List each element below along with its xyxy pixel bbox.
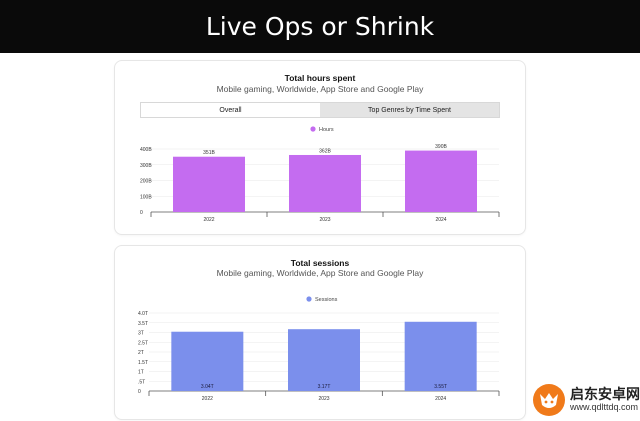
hours-x-tick-label: 2023 bbox=[319, 217, 330, 223]
sessions-chart-subtitle: Mobile gaming, Worldwide, App Store and … bbox=[216, 268, 424, 278]
sessions-x-tick-label: 2022 bbox=[202, 396, 213, 402]
sessions-x-tick-label: 2023 bbox=[318, 396, 329, 402]
hours-bar-chart: Hours 0 100B 200B 300B 400B 351B 2022 362B 2023 39… bbox=[140, 126, 500, 223]
hours-x-tick-label: 2022 bbox=[203, 217, 214, 223]
hours-data-label: 362B bbox=[319, 148, 331, 154]
sessions-y-tick: 3.5T bbox=[138, 321, 148, 327]
hours-chart-subtitle: Mobile gaming, Worldwide, App Store and … bbox=[216, 84, 424, 94]
watermark-text: 启东安卓网 bbox=[570, 386, 640, 403]
hours-chart-title: Total hours spent bbox=[284, 73, 356, 83]
tab-overall[interactable]: Overall bbox=[141, 103, 320, 117]
sessions-y-tick: 1.5T bbox=[138, 360, 148, 366]
hours-y-tick: 400B bbox=[140, 147, 152, 153]
slide-title: Live Ops or Shrink bbox=[205, 12, 435, 41]
sessions-y-tick: 4.0T bbox=[138, 311, 148, 317]
hours-legend-swatch bbox=[310, 126, 316, 132]
watermark-badge: 启东安卓网 www.qdlttdq.com bbox=[532, 379, 640, 421]
sessions-y-tick: 2T bbox=[138, 350, 144, 356]
hours-bar bbox=[173, 156, 245, 212]
hours-chart-card: Total hours spent Mobile gaming, Worldwi… bbox=[114, 60, 526, 235]
watermark-url: www.qdlttdq.com bbox=[570, 401, 639, 412]
hours-legend-label: Hours bbox=[319, 127, 334, 133]
hours-y-tick: 100B bbox=[140, 194, 152, 200]
sessions-legend-swatch bbox=[306, 296, 312, 302]
hours-data-label: 390B bbox=[435, 144, 447, 150]
sessions-data-label: 3.55T bbox=[434, 384, 447, 390]
hours-y-tick: 300B bbox=[140, 163, 152, 169]
tab-top-genres[interactable]: Top Genres by Time Spent bbox=[320, 103, 499, 117]
sessions-legend-label: Sessions bbox=[315, 297, 338, 303]
sessions-chart-card: Total sessions Mobile gaming, Worldwide,… bbox=[114, 245, 526, 420]
hours-bar bbox=[405, 150, 477, 212]
sessions-bar bbox=[288, 329, 360, 391]
sessions-y-tick: .5T bbox=[138, 379, 145, 385]
chart-tabs: Overall Top Genres by Time Spent bbox=[140, 102, 500, 118]
sessions-bar bbox=[171, 331, 244, 391]
sessions-y-tick: 2.5T bbox=[138, 340, 148, 346]
sessions-x-tick-label: 2024 bbox=[435, 396, 446, 402]
sessions-bar-chart: Sessions 0 .5T 1T 1.5T 2T 2.5T 3T 3.5T 4.0T 3.04T 2… bbox=[138, 296, 500, 402]
fox-logo-icon bbox=[533, 384, 565, 416]
hours-y-tick: 200B bbox=[140, 179, 152, 185]
sessions-y-tick: 3T bbox=[138, 331, 144, 337]
sessions-data-label: 3.17T bbox=[318, 384, 331, 390]
sessions-chart-title: Total sessions bbox=[290, 258, 350, 268]
sessions-data-label: 3.04T bbox=[201, 384, 214, 390]
sessions-bar bbox=[404, 321, 477, 391]
hours-x-tick-label: 2024 bbox=[435, 217, 446, 223]
sessions-y-tick: 1T bbox=[138, 370, 144, 376]
slide-banner: Live Ops or Shrink bbox=[0, 0, 640, 53]
hours-bar bbox=[289, 154, 361, 212]
hours-data-label: 351B bbox=[203, 150, 215, 156]
sessions-y-tick: 0 bbox=[138, 389, 141, 395]
hours-y-tick: 0 bbox=[140, 210, 143, 216]
